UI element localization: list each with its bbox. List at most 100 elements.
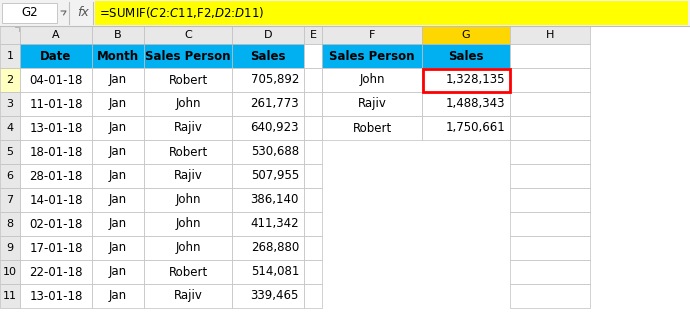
- Text: Rajiv: Rajiv: [357, 97, 386, 111]
- Text: Rajiv: Rajiv: [174, 122, 202, 134]
- Text: Jan: Jan: [109, 266, 127, 279]
- Bar: [422, 116, 510, 140]
- Bar: [0, 116, 20, 140]
- Text: fx: fx: [77, 7, 89, 20]
- Text: =SUMIF($C$2:$C$11,F2,$D$2:$D$11): =SUMIF($C$2:$C$11,F2,$D$2:$D$11): [99, 6, 264, 21]
- Bar: [92, 92, 144, 116]
- Bar: [144, 188, 232, 212]
- Text: Jan: Jan: [109, 242, 127, 254]
- Text: 1,488,343: 1,488,343: [446, 97, 505, 111]
- Text: Robert: Robert: [168, 74, 208, 87]
- Text: H: H: [546, 30, 554, 40]
- Text: F: F: [369, 30, 375, 40]
- Bar: [304, 116, 322, 140]
- Bar: [510, 164, 590, 188]
- Bar: [2, 3, 57, 23]
- Bar: [232, 68, 304, 92]
- Bar: [20, 92, 92, 116]
- Bar: [144, 284, 232, 308]
- Bar: [144, 68, 232, 92]
- Text: Robert: Robert: [168, 146, 208, 159]
- Bar: [20, 212, 92, 236]
- Bar: [144, 164, 232, 188]
- Text: Date: Date: [40, 49, 72, 62]
- Bar: [20, 164, 92, 188]
- Bar: [144, 44, 232, 68]
- Bar: [144, 212, 232, 236]
- Bar: [232, 188, 304, 212]
- Bar: [0, 0, 690, 26]
- Bar: [322, 44, 422, 68]
- Bar: [422, 68, 509, 92]
- Text: Month: Month: [97, 49, 139, 62]
- Text: Jan: Jan: [109, 97, 127, 111]
- Text: Robert: Robert: [168, 266, 208, 279]
- Text: Sales Person: Sales Person: [329, 49, 415, 62]
- Text: Jan: Jan: [109, 74, 127, 87]
- Bar: [20, 68, 92, 92]
- Bar: [20, 236, 92, 260]
- Bar: [322, 92, 422, 116]
- Bar: [304, 92, 322, 116]
- Text: 14-01-18: 14-01-18: [29, 194, 83, 206]
- Text: Rajiv: Rajiv: [174, 169, 202, 182]
- Text: 3: 3: [6, 99, 14, 109]
- Bar: [510, 236, 590, 260]
- Text: 13-01-18: 13-01-18: [29, 122, 83, 134]
- Bar: [232, 284, 304, 308]
- Bar: [232, 26, 304, 44]
- Bar: [144, 92, 232, 116]
- Bar: [422, 68, 510, 92]
- Bar: [0, 212, 20, 236]
- Text: Sales: Sales: [448, 49, 484, 62]
- Bar: [0, 188, 20, 212]
- Bar: [144, 140, 232, 164]
- Bar: [304, 260, 322, 284]
- Text: 261,773: 261,773: [250, 97, 299, 111]
- Text: Rajiv: Rajiv: [174, 289, 202, 302]
- Text: 705,892: 705,892: [250, 74, 299, 87]
- Text: 4: 4: [6, 123, 14, 133]
- Bar: [304, 164, 322, 188]
- Bar: [20, 44, 92, 68]
- Text: John: John: [175, 242, 201, 254]
- Text: 1,328,135: 1,328,135: [446, 74, 505, 87]
- Bar: [232, 212, 304, 236]
- Bar: [232, 164, 304, 188]
- Bar: [20, 260, 92, 284]
- Text: John: John: [175, 194, 201, 206]
- Bar: [304, 284, 322, 308]
- Bar: [304, 236, 322, 260]
- Bar: [304, 44, 322, 68]
- Text: John: John: [175, 97, 201, 111]
- Bar: [232, 236, 304, 260]
- Bar: [92, 284, 144, 308]
- Text: 28-01-18: 28-01-18: [29, 169, 83, 182]
- Bar: [510, 188, 590, 212]
- Bar: [144, 236, 232, 260]
- Text: E: E: [310, 30, 317, 40]
- Bar: [0, 284, 20, 308]
- Text: 9: 9: [6, 243, 14, 253]
- Text: 1,750,661: 1,750,661: [445, 122, 505, 134]
- Text: 11-01-18: 11-01-18: [29, 97, 83, 111]
- Text: 507,955: 507,955: [250, 169, 299, 182]
- Bar: [232, 92, 304, 116]
- Bar: [0, 140, 20, 164]
- Bar: [92, 44, 144, 68]
- Text: 6: 6: [6, 171, 14, 181]
- Bar: [422, 26, 510, 44]
- Text: John: John: [175, 217, 201, 231]
- Text: A: A: [52, 30, 60, 40]
- Bar: [510, 44, 590, 68]
- Text: G2: G2: [21, 7, 38, 20]
- Text: John: John: [359, 74, 385, 87]
- Bar: [92, 188, 144, 212]
- Bar: [510, 26, 590, 44]
- Bar: [304, 26, 322, 44]
- Text: Jan: Jan: [109, 169, 127, 182]
- Text: 411,342: 411,342: [250, 217, 299, 231]
- Bar: [92, 140, 144, 164]
- Text: 339,465: 339,465: [250, 289, 299, 302]
- Bar: [20, 140, 92, 164]
